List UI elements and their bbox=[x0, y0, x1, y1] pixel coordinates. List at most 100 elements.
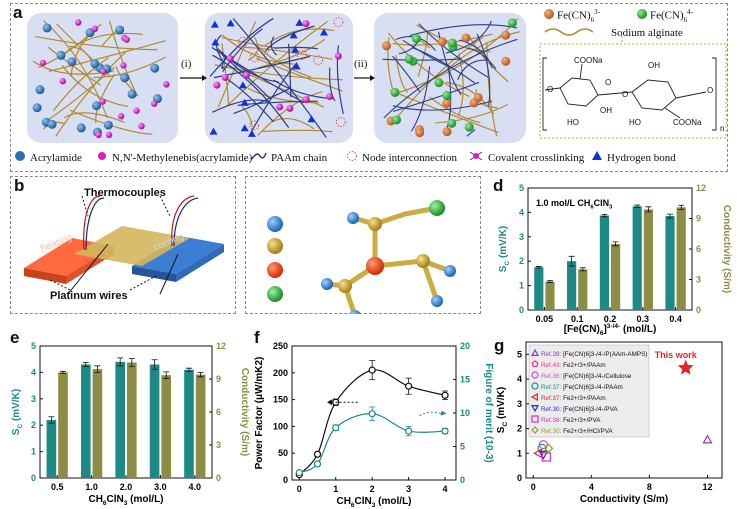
legend-item-chain-line: PAAm chain bbox=[251, 149, 327, 167]
legend-marker bbox=[530, 392, 539, 402]
conductivity-bar bbox=[161, 375, 172, 478]
thermocouples-label: Thermocouples bbox=[84, 187, 166, 199]
crosslinker-sphere bbox=[123, 36, 130, 43]
crosslink-node bbox=[302, 96, 310, 104]
x-tick-label: 0.05 bbox=[536, 314, 554, 324]
alginate-chain bbox=[387, 37, 394, 89]
paam-chain bbox=[287, 43, 292, 98]
y-tick-label-right: 15 bbox=[460, 375, 470, 385]
legend-marker bbox=[531, 382, 539, 390]
legend-entry: Ref.30: Fe2+/3+/HCl/PVA bbox=[541, 428, 613, 435]
thermocouple-wire-right bbox=[171, 195, 195, 247]
sc-error-bar bbox=[667, 213, 674, 219]
legend-marker bbox=[531, 360, 539, 368]
acrylamide-sphere bbox=[103, 120, 113, 130]
ferricyanide-sphere bbox=[461, 33, 471, 43]
alginate-chain bbox=[445, 31, 520, 72]
crosslinker-sphere bbox=[120, 62, 127, 69]
conductivity-bar bbox=[195, 374, 206, 478]
alginate-chain bbox=[271, 117, 315, 130]
hydrogen-bond-triangle bbox=[226, 19, 235, 27]
hydrogen-bond-triangle bbox=[291, 45, 300, 53]
legend-entry: Ref.38: Fe2+/3+/PVA bbox=[541, 417, 601, 424]
chain-line-icon bbox=[251, 149, 267, 167]
y-axis-label-left: SC (mV/K) bbox=[498, 226, 511, 272]
acrylamide-sphere bbox=[150, 63, 160, 73]
crosslink-node bbox=[302, 20, 310, 28]
acrylamide-sphere bbox=[127, 89, 137, 99]
sc-bar bbox=[567, 261, 577, 310]
hydrogen-bond-triangle bbox=[209, 127, 218, 135]
crosslink-node bbox=[334, 52, 342, 60]
x-tick-label: 0.5 bbox=[51, 482, 64, 492]
x-axis-label: CH6ClN3 (mol/L) bbox=[88, 494, 163, 506]
legend-marker bbox=[530, 404, 540, 413]
crosslinker-sphere bbox=[138, 122, 145, 130]
alginate-ring-1 bbox=[559, 77, 599, 107]
acrylamide-sphere bbox=[67, 57, 77, 67]
y-tick-label-right: 9 bbox=[696, 214, 701, 224]
crosslinker-sphere bbox=[105, 131, 113, 139]
platinum-wire-right bbox=[159, 253, 179, 295]
alginate-chain bbox=[241, 106, 253, 128]
alginate-chain bbox=[389, 89, 499, 134]
y-tick-label-right: 12 bbox=[696, 183, 706, 193]
paam-chain bbox=[329, 67, 336, 102]
reference-point bbox=[538, 450, 549, 460]
magenta-sphere-icon bbox=[96, 149, 108, 167]
paam-chain bbox=[466, 129, 476, 137]
alginate-chain bbox=[214, 64, 343, 81]
conductivity-error-bar bbox=[94, 365, 101, 373]
chart-annotation: 1.0 mol/L CH6ClN3 bbox=[536, 198, 613, 211]
arrow-step-2-label: (ii) bbox=[354, 58, 368, 70]
x-tick-label: 0 bbox=[531, 482, 536, 492]
crosslinker-sphere bbox=[100, 68, 107, 75]
nitrogen-atom bbox=[416, 254, 430, 268]
paam-chain bbox=[233, 88, 290, 115]
arrow-step-2-head bbox=[370, 75, 375, 81]
ferricyanide-sphere bbox=[501, 56, 511, 66]
crosslink-node bbox=[326, 93, 334, 101]
reference-point bbox=[543, 443, 554, 454]
chlorine-atom bbox=[429, 200, 445, 216]
chlorine-legend-icon bbox=[267, 286, 283, 302]
sc-bar bbox=[149, 364, 160, 478]
y-tick-label-left: 50 bbox=[278, 448, 288, 458]
zt-point bbox=[332, 424, 340, 432]
paam-chain bbox=[445, 20, 492, 54]
panel-b-frame bbox=[10, 176, 236, 314]
alginate-chain bbox=[445, 81, 495, 115]
hydrogen-atom bbox=[347, 212, 359, 224]
hydrogen-atom bbox=[349, 310, 361, 314]
carbon-center-atom bbox=[366, 257, 384, 275]
arrow-step-1-label: (i) bbox=[181, 58, 192, 70]
y-tick-label-left: 0 bbox=[31, 473, 36, 483]
hydrogen-legend-icon bbox=[267, 216, 283, 232]
y-axis-label-left: SC (mV/K) bbox=[11, 389, 24, 435]
hydrogen-bond-triangle bbox=[292, 62, 301, 70]
ferrocyanide-sphere bbox=[447, 118, 457, 128]
legend-label: Acrylamide bbox=[30, 152, 82, 164]
acrylamide-sphere bbox=[90, 59, 100, 69]
crosslinker-sphere bbox=[99, 98, 106, 105]
paam-chain bbox=[467, 47, 497, 70]
scatter-legend-box bbox=[528, 344, 650, 438]
sc-error-bar bbox=[535, 266, 542, 269]
blue-sphere-icon bbox=[14, 149, 26, 167]
alginate-chain bbox=[247, 87, 320, 104]
platinum-wire-left bbox=[67, 243, 109, 295]
sc-bar bbox=[599, 215, 609, 310]
crosslink-node bbox=[276, 103, 284, 111]
y-tick-label-right: 0 bbox=[460, 475, 465, 485]
y-tick-label-left: 5 bbox=[519, 183, 524, 193]
paam-chain bbox=[209, 17, 274, 77]
y-tick-label-left: 250 bbox=[273, 341, 288, 351]
ferrocyanide-sphere bbox=[434, 78, 444, 88]
hydrogen-bond-triangle bbox=[238, 81, 247, 89]
zt-point bbox=[313, 460, 322, 468]
crosslink-node bbox=[221, 73, 229, 81]
y-tick-label: 2 bbox=[517, 424, 522, 434]
ferrocyanide-sphere bbox=[392, 115, 402, 125]
y-tick-label-left: 4 bbox=[519, 207, 524, 217]
chem-coona-bot: COONa bbox=[673, 118, 702, 127]
